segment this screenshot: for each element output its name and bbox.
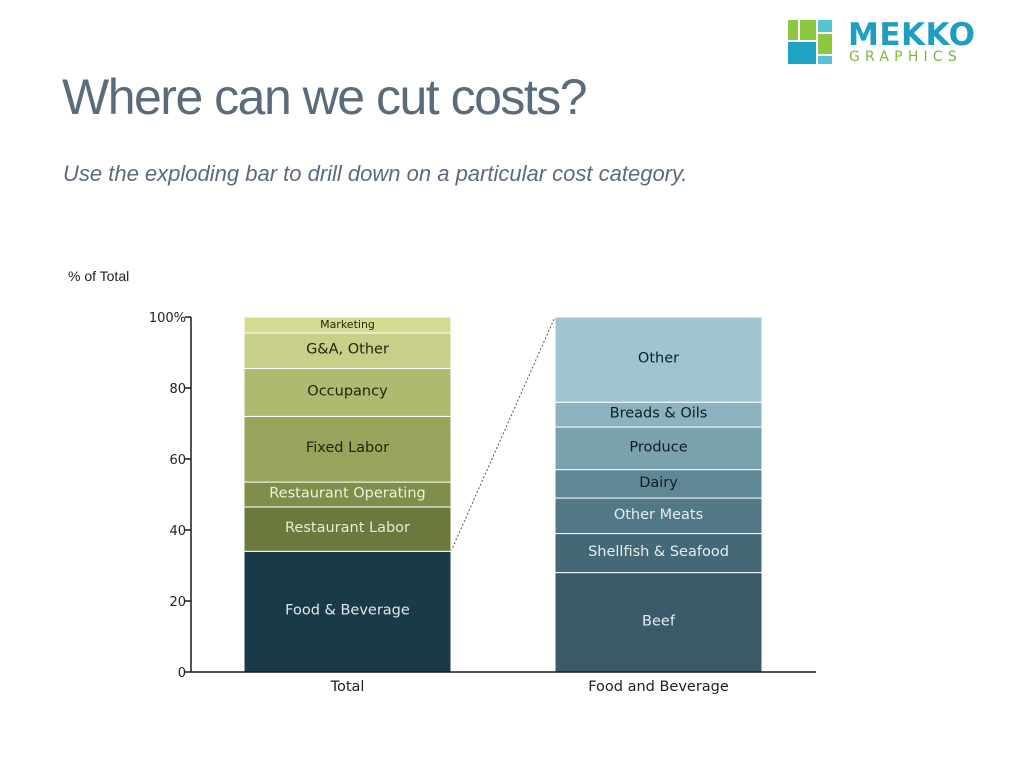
mekko-graphics-logo: MEKKO GRAPHICS [788,20,1000,66]
y-tick-label: 80 [169,382,186,397]
y-tick-label: 0 [178,666,186,681]
bar-segment-0-4 [243,367,452,417]
y-tick-label: 60 [169,453,186,468]
bar-segment-0-5 [243,332,452,369]
x-tick-label: Total [330,679,365,695]
page-title: Where can we cut costs? [62,69,588,125]
bar-segment-1-3 [554,469,763,499]
page-subtitle: Use the exploding bar to drill down on a… [63,161,688,186]
segment-label: Food & Beverage [285,603,410,619]
bar-segment-1-5 [554,401,763,428]
bar-segment-0-2 [243,481,452,508]
segment-label: Restaurant Labor [285,520,410,536]
segment-label: G&A, Other [306,342,389,358]
y-tick-label: 20 [169,595,186,610]
segment-label: Breads & Oils [610,406,708,422]
segment-label: Occupancy [307,383,388,399]
bar-segment-1-6 [554,316,763,403]
bar-segment-1-0 [554,572,763,673]
explode-connector-top [450,316,556,552]
bar-segment-0-3 [243,415,452,483]
logo-mark-icon [788,20,832,64]
segment-label: Fixed Labor [306,440,389,456]
segment-label: Restaurant Operating [269,486,425,502]
bar-segment-0-6 [243,316,452,334]
bar-segment-1-1 [554,533,763,574]
bar-segment-0-1 [243,506,452,552]
segment-label: Marketing [320,318,375,331]
segment-label: Beef [642,613,676,629]
logo-wordmark: MEKKO [848,17,976,53]
y-tick-label: 100% [149,311,186,326]
segment-label: Dairy [639,475,678,491]
segment-label: Other [638,351,679,367]
segment-label: Other Meats [614,507,703,523]
y-tick-label: 40 [169,524,186,539]
bar-segment-1-4 [554,426,763,471]
x-tick-label: Food and Beverage [588,679,729,695]
y-axis-label: % of Total [68,268,129,284]
segment-label: Produce [629,439,687,455]
segment-label: Shellfish & Seafood [588,544,729,560]
logo-subtext: GRAPHICS [849,49,962,65]
